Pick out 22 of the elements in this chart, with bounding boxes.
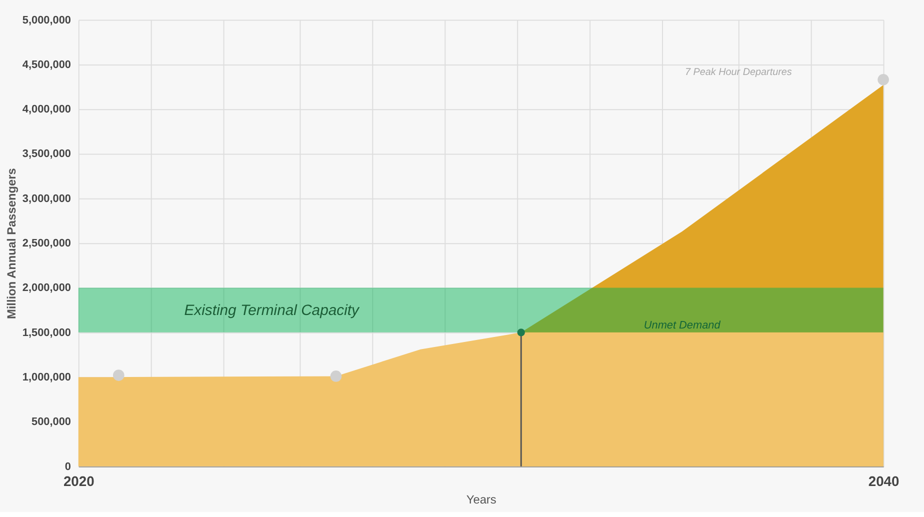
y-tick-label: 1,500,000 bbox=[22, 326, 71, 339]
y-tick-label: 0 bbox=[64, 460, 71, 473]
point bbox=[878, 74, 889, 86]
band-label: Existing Terminal Capacity bbox=[184, 303, 360, 320]
x-axis-title: Years bbox=[466, 492, 496, 507]
y-axis-title: Million Annual Passengers bbox=[4, 168, 18, 320]
x-tick-label: 2020 bbox=[63, 472, 95, 489]
y-tick-label: 3,000,000 bbox=[22, 192, 71, 205]
y-tick-label: 2,000,000 bbox=[22, 282, 71, 294]
y-tick-label: 3,500,000 bbox=[22, 148, 71, 160]
y-tick-label: 4,500,000 bbox=[22, 58, 71, 71]
point bbox=[517, 328, 525, 336]
point bbox=[112, 370, 124, 381]
y-tick-label: 1,000,000 bbox=[22, 372, 71, 384]
y-tick-label: 500,000 bbox=[32, 416, 71, 428]
x-tick-label: 2040 bbox=[868, 472, 900, 489]
series-label: Unmet Demand bbox=[644, 319, 722, 332]
y-tick-label: 2,500,000 bbox=[22, 238, 71, 250]
point bbox=[330, 370, 342, 382]
y-tick-label: 4,000,000 bbox=[22, 104, 71, 116]
annotation: 7 Peak Hour Departures bbox=[685, 67, 792, 78]
y-tick-label: 5,000,000 bbox=[22, 14, 71, 26]
